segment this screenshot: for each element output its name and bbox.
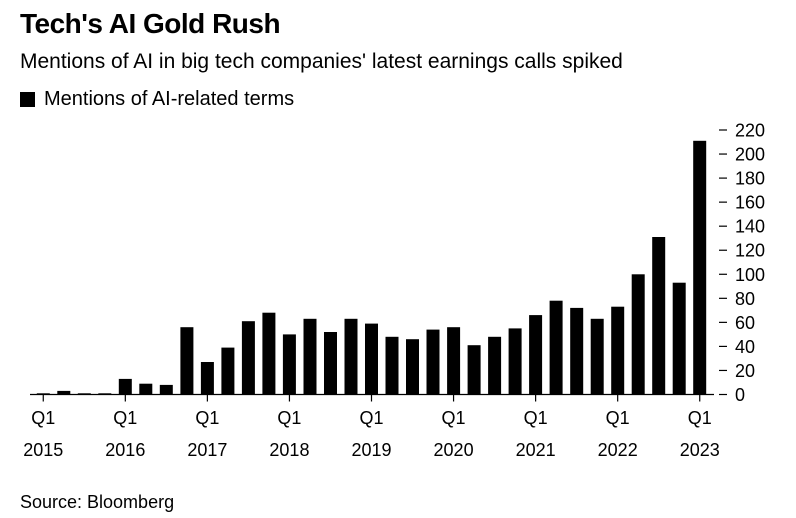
bar-q3-2020 — [488, 336, 502, 395]
bar-q3-2016 — [159, 384, 173, 395]
bar-q3-2021 — [570, 307, 584, 395]
x-tick-label-year-2020: 2020 — [434, 440, 474, 460]
bar-q4-2016 — [180, 327, 194, 395]
x-tick-label-year-2015: 2015 — [23, 440, 63, 460]
y-tick-label-80: 80 — [735, 289, 755, 309]
bar-q1-2017 — [200, 362, 214, 395]
bar-q4-2022 — [672, 282, 686, 395]
y-tick-label-160: 160 — [735, 193, 765, 213]
bar-q1-2023 — [693, 140, 707, 395]
bar-q3-2018 — [324, 332, 337, 395]
bar-q4-2018 — [344, 318, 358, 395]
chart-subtitle: Mentions of AI in big tech companies' la… — [20, 50, 623, 73]
bar-q1-2022 — [611, 306, 625, 395]
legend-swatch — [20, 92, 35, 107]
x-tick-label-quarter-2019: Q1 — [359, 408, 383, 428]
bar-q4-2021 — [590, 318, 604, 395]
x-tick-label-quarter-2023: Q1 — [688, 408, 712, 428]
x-tick-label-year-2016: 2016 — [105, 440, 145, 460]
bar-q2-2016 — [139, 383, 153, 395]
x-tick-label-quarter-2021: Q1 — [524, 408, 548, 428]
y-tick-label-120: 120 — [735, 241, 765, 261]
x-tick-label-year-2022: 2022 — [598, 440, 638, 460]
bar-q1-2019 — [365, 323, 378, 395]
source-note: Source: Bloomberg — [20, 492, 175, 512]
x-tick-label-year-2023: 2023 — [680, 440, 720, 460]
y-tick-label-60: 60 — [735, 313, 755, 333]
x-tick-label-year-2018: 2018 — [269, 440, 309, 460]
y-tick-label-0: 0 — [735, 385, 745, 405]
x-tick-label-year-2017: 2017 — [187, 440, 227, 460]
bar-q1-2016 — [118, 378, 132, 395]
y-tick-label-140: 140 — [735, 217, 765, 237]
bar-q2-2022 — [631, 274, 645, 395]
bar-q2-2020 — [467, 345, 481, 395]
bar-q1-2021 — [529, 315, 543, 395]
bar-q3-2017 — [241, 321, 255, 395]
bar-q4-2019 — [426, 329, 440, 395]
bar-q4-2017 — [262, 312, 276, 395]
bar-q3-2022 — [652, 237, 666, 395]
bar-q1-2020 — [447, 327, 461, 395]
bar-q1-2018 — [282, 334, 296, 395]
bar-q3-2019 — [406, 339, 419, 395]
y-tick-label-100: 100 — [735, 265, 765, 285]
x-tick-label-quarter-2022: Q1 — [606, 408, 630, 428]
bar-q2-2021 — [549, 300, 563, 395]
bar-q2-2019 — [385, 336, 399, 395]
x-tick-label-quarter-2016: Q1 — [113, 408, 137, 428]
bar-q4-2020 — [508, 328, 522, 395]
x-tick-label-year-2019: 2019 — [351, 440, 391, 460]
y-tick-label-200: 200 — [735, 145, 765, 165]
y-tick-label-180: 180 — [735, 169, 765, 189]
x-tick-label-quarter-2020: Q1 — [442, 408, 466, 428]
bar-q2-2018 — [303, 318, 317, 395]
x-tick-label-quarter-2018: Q1 — [277, 408, 301, 428]
legend: Mentions of AI-related terms — [20, 88, 294, 111]
bar-q2-2017 — [221, 347, 235, 395]
y-tick-label-20: 20 — [735, 361, 755, 381]
y-tick-label-220: 220 — [735, 121, 765, 141]
x-tick-label-year-2021: 2021 — [516, 440, 556, 460]
bar-q2-2015 — [57, 390, 71, 395]
chart-title: Tech's AI Gold Rush — [20, 8, 281, 39]
y-tick-label-40: 40 — [735, 337, 755, 357]
x-tick-label-quarter-2017: Q1 — [195, 408, 219, 428]
legend-label: Mentions of AI-related terms — [44, 88, 295, 110]
x-tick-label-quarter-2015: Q1 — [31, 408, 55, 428]
